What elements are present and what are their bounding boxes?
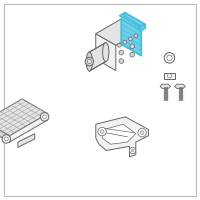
- Circle shape: [98, 127, 106, 136]
- Polygon shape: [139, 24, 145, 32]
- Circle shape: [164, 53, 175, 63]
- Circle shape: [167, 55, 172, 61]
- Circle shape: [40, 113, 49, 121]
- Polygon shape: [125, 13, 145, 28]
- Polygon shape: [96, 34, 116, 71]
- FancyBboxPatch shape: [4, 4, 196, 196]
- Polygon shape: [0, 121, 9, 142]
- Ellipse shape: [86, 52, 93, 71]
- Circle shape: [85, 57, 94, 66]
- Polygon shape: [96, 117, 148, 157]
- Polygon shape: [160, 84, 171, 88]
- Circle shape: [134, 34, 138, 38]
- Circle shape: [119, 50, 124, 55]
- Circle shape: [87, 59, 91, 64]
- Polygon shape: [119, 13, 145, 27]
- Circle shape: [130, 52, 135, 57]
- Circle shape: [129, 147, 136, 154]
- Circle shape: [43, 115, 46, 119]
- Ellipse shape: [103, 43, 109, 62]
- Circle shape: [128, 37, 132, 41]
- Circle shape: [2, 135, 11, 143]
- Polygon shape: [89, 43, 106, 71]
- Circle shape: [4, 137, 8, 141]
- Polygon shape: [164, 73, 175, 79]
- Polygon shape: [9, 114, 48, 142]
- Circle shape: [138, 128, 146, 137]
- Circle shape: [140, 131, 144, 135]
- Circle shape: [119, 59, 124, 63]
- Circle shape: [100, 130, 104, 133]
- Circle shape: [118, 43, 121, 47]
- Polygon shape: [96, 19, 141, 45]
- Circle shape: [123, 40, 127, 44]
- Polygon shape: [102, 124, 136, 144]
- Circle shape: [130, 44, 135, 49]
- Polygon shape: [175, 84, 185, 88]
- Polygon shape: [0, 99, 48, 136]
- Circle shape: [167, 74, 172, 78]
- Circle shape: [131, 149, 134, 152]
- Polygon shape: [18, 134, 35, 147]
- Polygon shape: [121, 19, 141, 56]
